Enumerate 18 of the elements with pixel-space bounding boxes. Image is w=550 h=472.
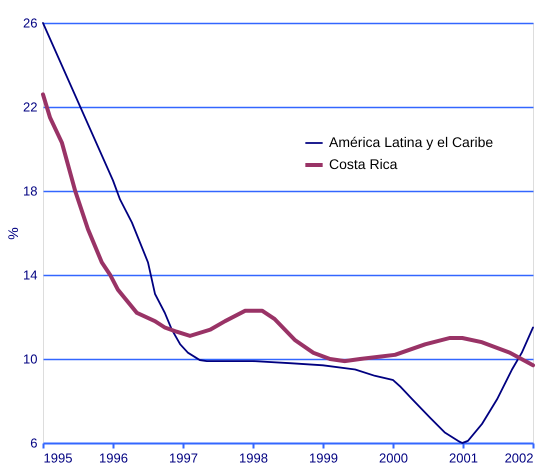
x-tick-label: 1998 [239,450,268,466]
y-tick-label: 6 [30,436,38,450]
y-tick-label: 10 [23,352,38,366]
line-series [41,92,535,368]
x-tick-label: 1995 [44,450,72,466]
y-axis-title: % [5,227,22,240]
y-tick-label: 14 [23,268,38,282]
x-tick-label: 1997 [169,450,198,466]
x-tick-label: 2001 [449,450,478,466]
x-tick-label: 2000 [379,450,408,466]
y-tick-label: 26 [23,16,38,30]
legend-label: Costa Rica [329,156,398,172]
x-tick-label: 1999 [309,450,338,466]
x-tick-label: 2002 [504,450,534,466]
y-tick-label: 18 [23,184,38,198]
legend-label: América Latina y el Caribe [329,134,494,150]
y-tick-label: 22 [23,100,38,114]
x-tick-label: 1996 [99,450,128,466]
